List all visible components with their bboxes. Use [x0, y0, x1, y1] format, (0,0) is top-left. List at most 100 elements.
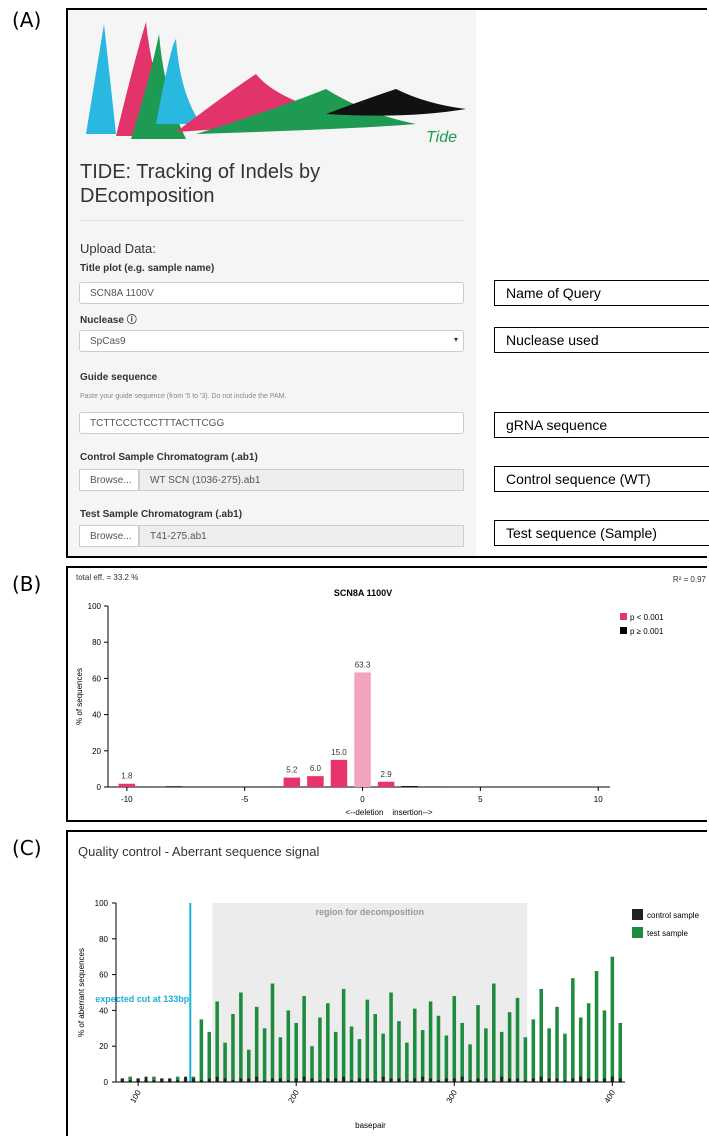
bar: [295, 1078, 298, 1082]
value-label: 6.0: [310, 764, 322, 773]
legend-label: control sample: [647, 911, 700, 920]
panel-label: (A): [12, 8, 41, 32]
bar: [508, 1078, 511, 1082]
bar: [168, 1078, 171, 1082]
region-label: region for decomposition: [315, 907, 424, 917]
bar: [437, 1016, 441, 1082]
bar: [603, 1078, 606, 1082]
text-input[interactable]: SCN8A 1100V: [79, 282, 464, 304]
text-input[interactable]: TCTTCCCTCCTTTACTTCGG: [79, 412, 464, 434]
field-label: Nuclease ⓘ: [80, 311, 137, 326]
bar: [401, 786, 417, 787]
y-tick-label: 80: [92, 638, 101, 647]
y-tick-label: 80: [99, 935, 108, 944]
bar: [331, 760, 347, 787]
bar: [571, 978, 575, 1082]
y-tick-label: 40: [99, 1006, 108, 1015]
annotation: R² = 0.97: [673, 575, 707, 584]
bar: [318, 1018, 322, 1082]
bar: [461, 1077, 464, 1082]
bar: [334, 1078, 337, 1082]
bar: [425, 786, 441, 787]
legend-label: p < 0.001: [630, 613, 664, 622]
bar: [231, 1014, 235, 1082]
bar: [247, 1050, 251, 1082]
y-tick-label: 20: [99, 1042, 108, 1051]
file-input: Browse... T41-275.ab1: [79, 525, 464, 547]
bar: [579, 1077, 582, 1082]
separator: [80, 220, 464, 221]
file-name: T41-275.ab1: [139, 525, 464, 547]
browse-button[interactable]: Browse...: [79, 469, 139, 491]
bar: [421, 1030, 425, 1082]
chart-title: Quality control - Aberrant sequence sign…: [78, 844, 319, 859]
bar: [247, 1078, 250, 1082]
bar: [294, 1023, 298, 1082]
bar: [302, 996, 306, 1082]
x-tick-label: 400: [603, 1088, 618, 1105]
y-tick-label: 100: [95, 899, 109, 908]
value-label: 63.3: [355, 660, 371, 669]
help-text: Paste your guide sequence (from '5 to '3…: [80, 393, 286, 400]
bar: [618, 1023, 622, 1082]
bar: [453, 996, 457, 1082]
browse-button[interactable]: Browse...: [79, 525, 139, 547]
bar: [445, 1035, 449, 1082]
bar: [477, 1078, 480, 1082]
bar: [366, 1000, 370, 1082]
bar: [547, 1028, 551, 1082]
dropdown-arrow: ▾: [454, 335, 458, 344]
callout: Nuclease used: [494, 327, 709, 353]
callout: Name of Query: [494, 280, 709, 306]
bar: [516, 998, 520, 1082]
bar: [484, 1078, 487, 1082]
x-tick-label: -10: [121, 795, 133, 804]
bar: [342, 1077, 345, 1082]
select-input[interactable]: SpCas9: [79, 330, 464, 352]
bar: [500, 1077, 503, 1082]
value-label: 15.0: [331, 748, 347, 757]
bar: [587, 1003, 591, 1082]
page: {"panel_labels":["(A)","(B)","(C)"], "ap…: [0, 0, 709, 1136]
x-tick-label: 200: [286, 1088, 301, 1105]
bar: [279, 1078, 282, 1082]
bar: [354, 672, 370, 787]
bar: [390, 1078, 393, 1082]
bar: [413, 1078, 416, 1082]
bar: [540, 1077, 543, 1082]
bar: [284, 778, 300, 787]
bar: [405, 1043, 409, 1082]
bar: [539, 989, 543, 1082]
y-tick-label: 60: [92, 674, 101, 683]
bar: [611, 957, 615, 1082]
bar: [263, 1028, 267, 1082]
x-axis-label: basepair: [355, 1121, 386, 1130]
x-axis-label: <--deletion insertion-->: [345, 808, 432, 817]
bar: [587, 1078, 590, 1082]
y-axis-label: % of aberrant sequences: [77, 948, 86, 1037]
bar: [556, 1078, 559, 1082]
bar: [413, 1009, 417, 1082]
bar: [366, 1078, 369, 1082]
bar: [311, 1078, 314, 1082]
bar: [255, 1077, 258, 1082]
bar: [421, 1077, 424, 1082]
bar: [389, 993, 393, 1083]
legend-label: test sample: [647, 929, 688, 938]
bar: [453, 1078, 456, 1082]
bar: [445, 1078, 448, 1082]
logo: Tide: [76, 14, 472, 154]
callout: gRNA sequence: [494, 412, 709, 438]
bar: [484, 1028, 488, 1082]
bar: [381, 1034, 385, 1082]
bar: [563, 1034, 567, 1082]
bar: [571, 1078, 574, 1082]
value-label: 5.2: [286, 766, 298, 775]
y-axis-label: % of sequences: [75, 668, 84, 725]
panel-label: (B): [12, 572, 41, 596]
bar: [207, 1032, 211, 1082]
bar: [603, 1010, 607, 1082]
bar: [145, 1077, 148, 1082]
x-tick-label: 300: [445, 1088, 460, 1105]
field-label: Control Sample Chromatogram (.ab1): [80, 452, 258, 463]
